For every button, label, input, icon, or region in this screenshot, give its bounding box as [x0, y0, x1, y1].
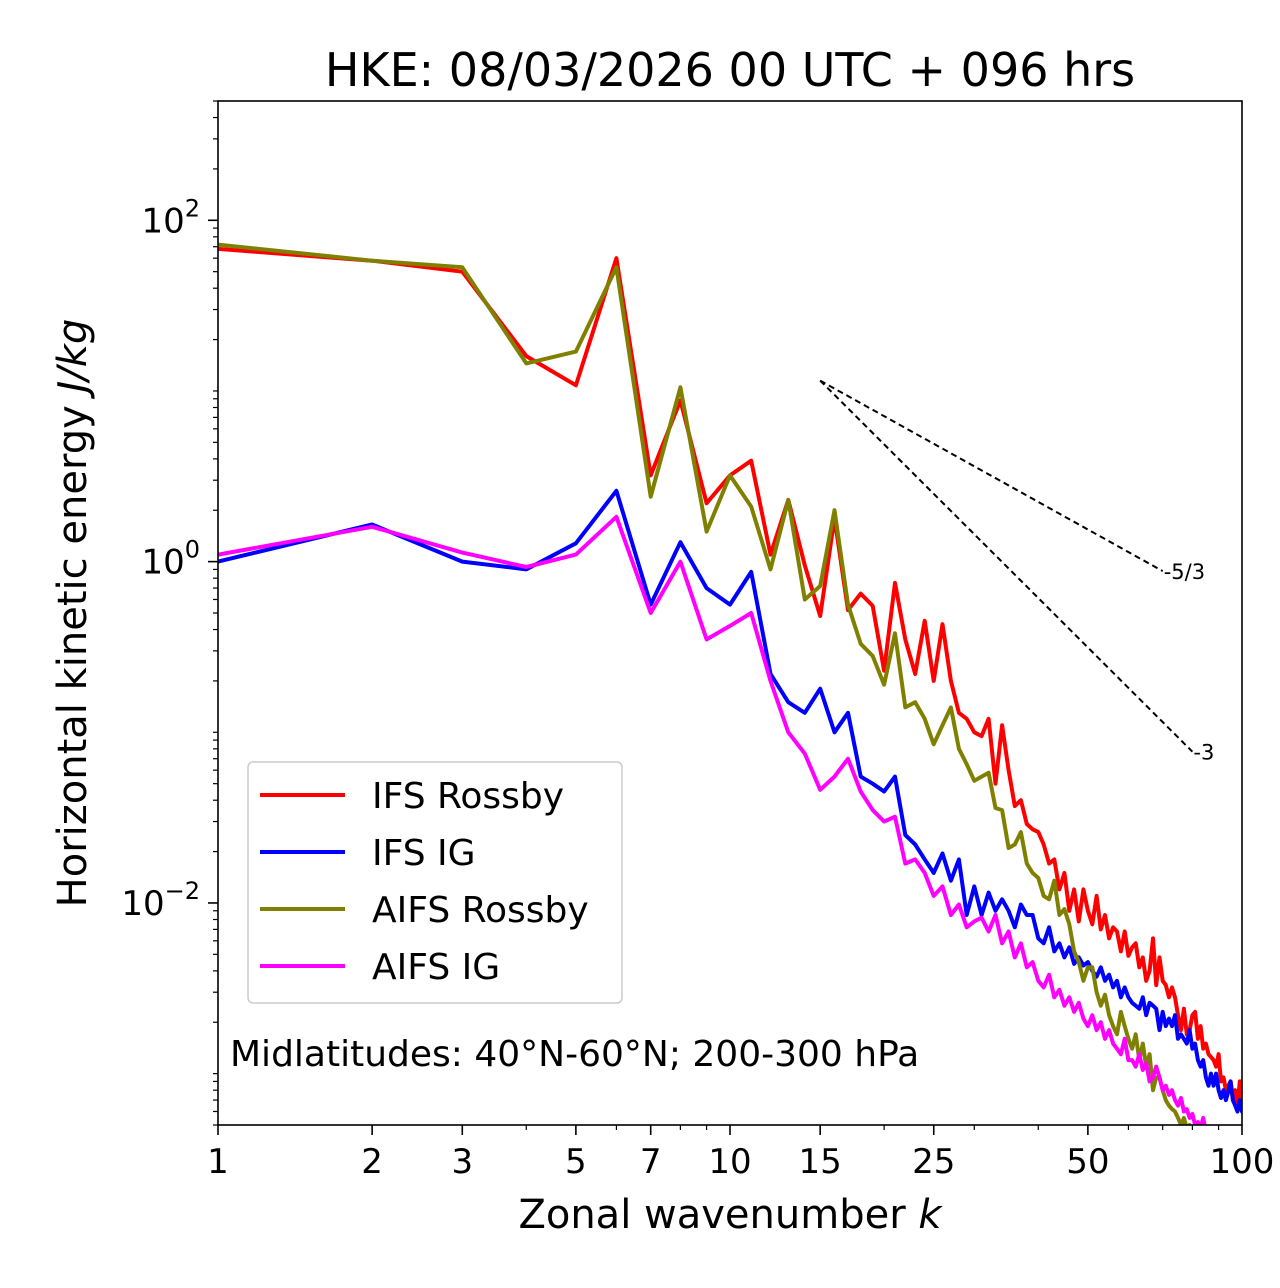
series-layer: [218, 242, 1242, 1125]
slope-label: -3: [1193, 741, 1214, 765]
legend-label: IFS Rossby: [372, 776, 564, 817]
y-tick-label: 10−2: [121, 877, 200, 924]
region-annotation: Midlatitudes: 40°N-60°N; 200-300 hPa: [230, 1034, 919, 1075]
x-tick-label: 10: [708, 1142, 751, 1182]
legend-label: AIFS Rossby: [372, 890, 589, 931]
x-tick-label: 2: [361, 1142, 383, 1182]
series-line-aifs-rossby: [218, 242, 1198, 1125]
x-tick-label: 15: [799, 1142, 842, 1182]
y-tick-label: 102: [141, 194, 200, 241]
slope-line: [819, 379, 1164, 572]
x-tick-label: 100: [1210, 1142, 1275, 1182]
chart-title: HKE: 08/03/2026 00 UTC + 096 hrs: [325, 43, 1135, 97]
y-tick-label: 100: [141, 536, 200, 583]
legend-entries: IFS Rossby IFS IG AIFS Rossby AIFS IG: [260, 776, 589, 988]
legend-label: AIFS IG: [372, 947, 500, 988]
x-tick-label: 3: [451, 1142, 473, 1182]
x-tick-label: 5: [565, 1142, 587, 1182]
x-tick-label: 7: [640, 1142, 662, 1182]
x-axis-label: Zonal wavenumber k: [518, 1192, 943, 1238]
legend-box: [247, 761, 623, 1004]
series-line-aifs-ig: [218, 514, 1207, 1125]
slope-reference-layer: -5/3 -3: [819, 379, 1214, 765]
slope-label: -5/3: [1164, 560, 1205, 584]
x-tick-label: 25: [912, 1142, 955, 1182]
y-axis-ticks: 102 100 10−2: [121, 100, 218, 1126]
x-axis-ticks: 1 2 3 5 7 10 15 25 50 100: [207, 1125, 1274, 1182]
series-line-ifs-rossby: [218, 246, 1242, 1108]
x-tick-label: 50: [1066, 1142, 1109, 1182]
y-axis-label: Horizontal kinetic energy J/kg: [50, 319, 96, 908]
legend: IFS Rossby IFS IG AIFS Rossby AIFS IG: [247, 761, 623, 1004]
x-tick-label: 1: [207, 1142, 229, 1182]
slope-line: [819, 379, 1194, 753]
legend-label: IFS IG: [372, 833, 476, 874]
